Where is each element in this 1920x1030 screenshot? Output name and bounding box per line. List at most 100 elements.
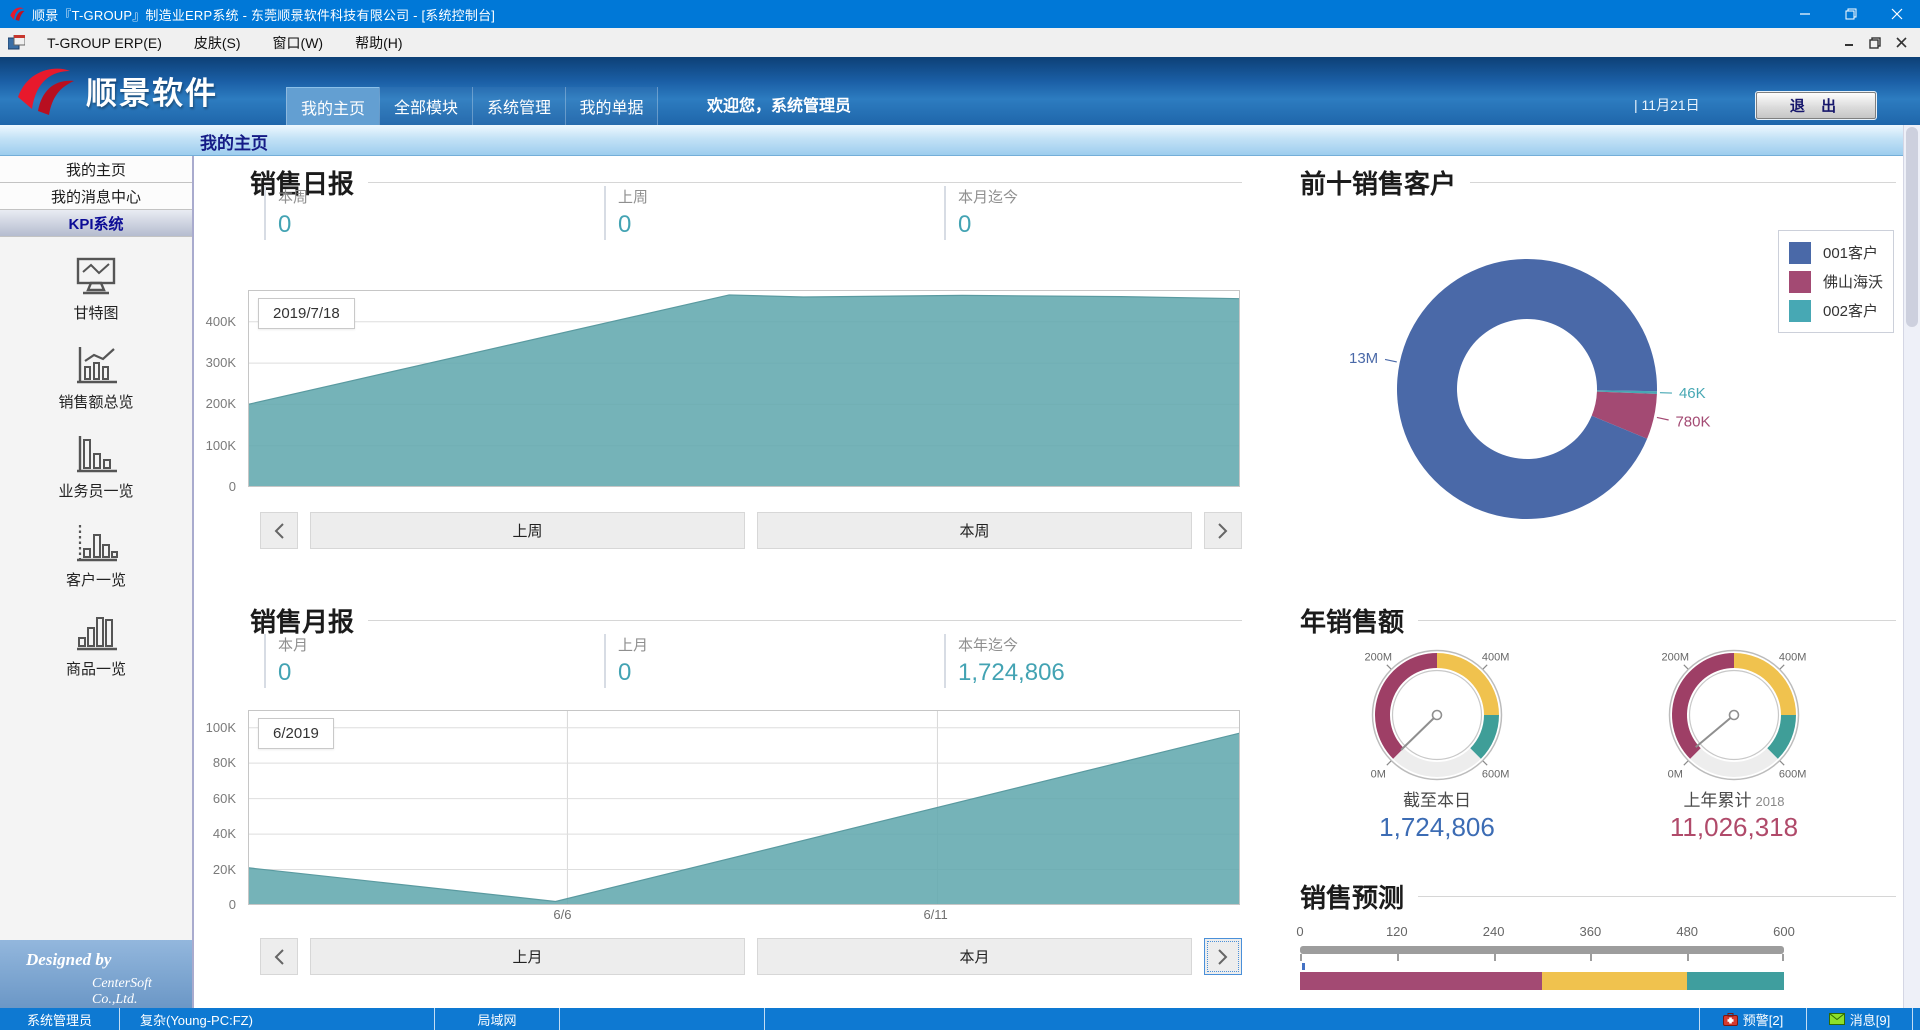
monthly-next-page-button[interactable] xyxy=(1204,938,1242,975)
mdi-restore-button[interactable] xyxy=(1862,32,1888,54)
menu-window[interactable]: 窗口(W) xyxy=(272,34,324,51)
app-logo-icon xyxy=(10,7,25,21)
brand-swoosh-icon xyxy=(18,68,74,115)
status-alerts[interactable]: 预警[2] xyxy=(1700,1008,1807,1030)
chevron-left-icon xyxy=(274,522,284,539)
daily-next-page-button[interactable] xyxy=(1204,512,1242,549)
tab-my-documents[interactable]: 我的单据 xyxy=(565,87,658,125)
y-tick-label: 60K xyxy=(212,790,236,806)
envelope-icon xyxy=(1828,1013,1845,1025)
forecast-axis-track xyxy=(1300,946,1784,954)
exit-button[interactable]: 退 出 xyxy=(1755,91,1877,120)
tab-my-home[interactable]: 我的主页 xyxy=(286,87,379,125)
monthly-chart-y-axis: 100K 80K 60K 40K 20K 0 xyxy=(194,710,240,912)
tab-all-modules[interactable]: 全部模块 xyxy=(379,87,472,125)
menu-help[interactable]: 帮助(H) xyxy=(355,34,403,51)
title-bar: 顺景『T-GROUP』制造业ERP系统 - 东莞顺景软件科技有限公司 - [系统… xyxy=(0,0,1920,28)
status-bar: 系统管理员 复杂(Young-PC:FZ) 局域网 预警[2] 消息[9] xyxy=(0,1008,1920,1030)
status-messages[interactable]: 消息[9] xyxy=(1807,1008,1913,1030)
close-button[interactable] xyxy=(1874,0,1920,28)
status-network: 局域网 xyxy=(435,1008,560,1030)
kpi-link-gantt[interactable]: 甘特图 xyxy=(0,256,192,323)
gantt-monitor-icon xyxy=(76,257,116,295)
sidebar-item-message-center[interactable]: 我的消息中心 xyxy=(0,183,192,210)
forecast-axis-label: 120 xyxy=(1385,924,1408,939)
svg-text:13M: 13M xyxy=(1349,350,1378,367)
y-tick-label: 0 xyxy=(228,479,236,494)
kpi-link-sales-overview[interactable]: 销售额总览 xyxy=(0,345,192,412)
monthly-chart-x-axis: 6/6 6/11 xyxy=(248,907,1240,925)
stat-last-week: 上周 0 xyxy=(604,186,934,240)
stat-last-month: 上月 0 xyxy=(604,634,934,688)
mdi-minimize-button[interactable] xyxy=(1836,32,1862,54)
svg-text:600M: 600M xyxy=(1779,769,1807,781)
daily-chart-y-axis: 400K 300K 200K 100K 0 xyxy=(194,290,240,494)
forecast-band xyxy=(1300,972,1542,990)
status-user: 系统管理员 xyxy=(0,1008,120,1030)
monthly-last-month-button[interactable]: 上月 xyxy=(310,938,745,975)
designed-by-block: Designed by CenterSoft Co.,Ltd. xyxy=(0,940,192,1008)
top-customers-section-title: 前十销售客户 xyxy=(1300,164,1896,201)
gauge-caption-today: 截至本日 xyxy=(1403,791,1471,810)
kpi-link-salesman-overview[interactable]: 业务员一览 xyxy=(0,434,192,501)
sidebar-item-my-home[interactable]: 我的主页 xyxy=(0,156,192,183)
legend-item-001: 001客户 xyxy=(1789,238,1883,267)
svg-text:0M: 0M xyxy=(1371,769,1386,781)
forecast-axis-tick xyxy=(1782,954,1784,961)
monthly-area-chart: 6/2019 xyxy=(247,710,1241,905)
y-tick-label: 100K xyxy=(205,437,236,453)
salesman-bars-icon xyxy=(77,436,117,473)
y-tick-label: 300K xyxy=(205,355,236,371)
daily-area-chart-svg xyxy=(247,290,1241,487)
vertical-scrollbar[interactable] xyxy=(1903,125,1920,1008)
gauge-year-label: 2018 xyxy=(1755,794,1785,809)
status-tail xyxy=(1913,1008,1920,1030)
stat-this-week: 本周 0 xyxy=(264,186,594,240)
brand-name: 顺景软件 xyxy=(86,75,218,111)
gauge-chart-today: 0M 200M 400M 600M xyxy=(1365,649,1510,781)
forecast-bullet-chart: 0 120 240 360 480 600 xyxy=(1296,924,1795,994)
menu-tgroup-erp[interactable]: T-GROUP ERP(E) xyxy=(47,34,162,51)
sidebar-item-kpi-system[interactable]: KPI系统 xyxy=(0,210,192,237)
minimize-button[interactable] xyxy=(1782,0,1828,28)
y-tick-label: 20K xyxy=(212,861,236,877)
mdi-close-button[interactable] xyxy=(1888,32,1914,54)
monthly-chart-nav: 上月 本月 xyxy=(260,938,1242,975)
svg-text:400M: 400M xyxy=(1482,651,1510,663)
status-machine: 复杂(Young-PC:FZ) xyxy=(120,1008,435,1030)
legend-swatch-foshan xyxy=(1789,270,1811,293)
restore-button[interactable] xyxy=(1828,0,1874,28)
forecast-axis-tick xyxy=(1300,954,1302,961)
legend-swatch-002 xyxy=(1789,299,1811,322)
svg-text:600M: 600M xyxy=(1482,769,1510,781)
sales-trend-icon xyxy=(77,347,117,384)
forecast-axis-tick xyxy=(1493,954,1496,961)
legend-item-002: 002客户 xyxy=(1789,296,1883,325)
kpi-link-customer-overview[interactable]: 客户一览 xyxy=(0,523,192,590)
forecast-section-title: 销售预测 xyxy=(1300,878,1896,915)
company-text: CenterSoft Co.,Ltd. xyxy=(92,976,152,1007)
breadcrumb: 我的主页 xyxy=(200,134,268,153)
y-tick-label: 0 xyxy=(228,897,236,912)
scrollbar-thumb[interactable] xyxy=(1906,127,1918,327)
daily-this-week-button[interactable]: 本周 xyxy=(757,512,1192,549)
chevron-right-icon xyxy=(1218,948,1228,965)
daily-prev-page-button[interactable] xyxy=(260,512,298,549)
tab-system-admin[interactable]: 系统管理 xyxy=(472,87,565,125)
chevron-right-icon xyxy=(1218,522,1228,539)
daily-last-week-button[interactable]: 上周 xyxy=(310,512,745,549)
monthly-chart-tooltip: 6/2019 xyxy=(258,718,334,749)
forecast-axis-label: 480 xyxy=(1676,924,1699,939)
svg-text:400M: 400M xyxy=(1779,651,1807,663)
monthly-prev-page-button[interactable] xyxy=(260,938,298,975)
status-empty-1 xyxy=(560,1008,765,1030)
x-tick-label: 6/11 xyxy=(923,907,948,922)
monthly-this-month-button[interactable]: 本月 xyxy=(757,938,1192,975)
stat-year-to-date: 本年迄今 1,724,806 xyxy=(944,634,1274,688)
stat-month-to-date: 本月迄今 0 xyxy=(944,186,1274,240)
kpi-link-product-overview[interactable]: 商品一览 xyxy=(0,612,192,679)
dashboard-content: 销售日报 本周 0 上周 0 本月迄今 0 400K 300K 200K 100K 0 … xyxy=(194,156,1903,1008)
menu-skin[interactable]: 皮肤(S) xyxy=(193,34,241,51)
donut-legend: 001客户 佛山海沃 002客户 xyxy=(1778,230,1895,333)
